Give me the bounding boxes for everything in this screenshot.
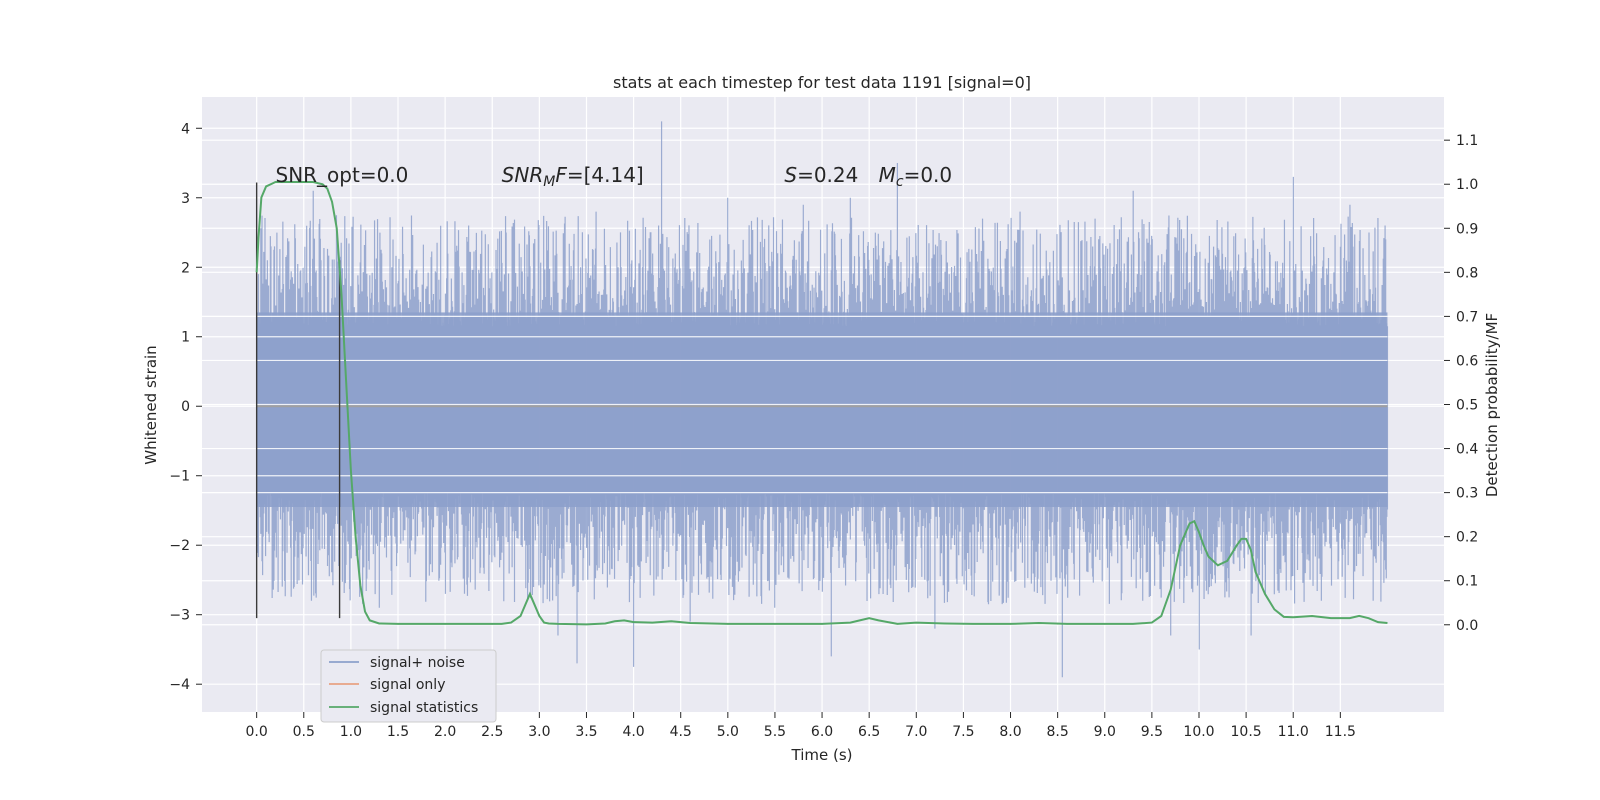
axis-ticks: 0.0 0.5 1.0 1.5 2.0 2.5 3.0 3.5 4.0 4.5 5.0 5.5 6.0 6…: [169, 121, 1478, 740]
x-tick-label: 4.0: [622, 724, 644, 740]
chart-title: stats at each timestep for test data 119…: [613, 73, 1031, 92]
y-tick-label: 2: [181, 260, 190, 276]
x-tick-label: 0.0: [246, 724, 268, 740]
legend: signal+ noise signal only signal statist…: [320, 649, 497, 723]
signal-statistics-line: [255, 181, 1388, 626]
x-tick-label: 11.0: [1278, 724, 1309, 740]
y2-tick-label: 0.8: [1456, 265, 1478, 281]
x-tick-label: 7.5: [952, 724, 974, 740]
y-tick-label: 0: [181, 399, 190, 415]
legend-label-signal-only: signal only: [370, 677, 445, 693]
legend-box: [320, 649, 497, 723]
x-tick-label: 10.5: [1231, 724, 1262, 740]
x-tick-label: 2.0: [434, 724, 456, 740]
annotation-snr-mf: SNRMF=[4.14]: [502, 163, 644, 190]
x-tick-label: 5.0: [717, 724, 739, 740]
annotation-s: S=0.24: [784, 163, 858, 187]
x-tick-label: 9.5: [1141, 724, 1163, 740]
line-series: [255, 181, 1388, 626]
y2-tick-label: 0.6: [1456, 353, 1478, 369]
y-axis-label: Whitened strain: [142, 345, 160, 464]
legend-label-signal-noise: signal+ noise: [370, 655, 465, 671]
y2-tick-label: 0.3: [1456, 486, 1478, 502]
x-tick-label: 1.0: [340, 724, 362, 740]
annotation-mc: Mc=0.0: [879, 163, 953, 190]
y-tick-label: 3: [181, 191, 190, 207]
x-tick-label: 6.0: [811, 724, 833, 740]
y-tick-label: −4: [169, 677, 190, 693]
y-tick-label: 1: [181, 330, 190, 346]
y2-axis-label: Detection probability/MF: [1483, 313, 1501, 497]
x-tick-label: 4.5: [670, 724, 692, 740]
annotation-snr-opt: SNR_opt=0.0: [276, 163, 409, 187]
y2-tick-label: 1.1: [1456, 133, 1478, 149]
y-tick-label: −2: [169, 538, 190, 554]
x-tick-label: 8.5: [1047, 724, 1069, 740]
y2-tick-label: 0.2: [1456, 530, 1478, 546]
y-tick-label: −3: [169, 608, 190, 624]
y2-tick-label: 0.9: [1456, 221, 1478, 237]
y2-tick-label: 0.5: [1456, 398, 1478, 414]
x-tick-label: 11.5: [1325, 724, 1356, 740]
x-tick-label: 6.5: [858, 724, 880, 740]
y2-tick-label: 0.4: [1456, 442, 1478, 458]
x-tick-label: 3.5: [575, 724, 597, 740]
x-tick-label: 8.0: [999, 724, 1021, 740]
y2-tick-label: 1.0: [1456, 177, 1478, 193]
x-tick-label: 1.5: [387, 724, 409, 740]
x-tick-label: 3.0: [528, 724, 550, 740]
y2-tick-label: 0.0: [1456, 618, 1478, 634]
y-tick-label: 4: [181, 121, 190, 137]
x-tick-label: 10.0: [1183, 724, 1214, 740]
y2-tick-label: 0.1: [1456, 574, 1478, 590]
y2-tick-label: 0.7: [1456, 309, 1478, 325]
x-tick-label: 0.5: [293, 724, 315, 740]
x-tick-label: 7.0: [905, 724, 927, 740]
x-tick-label: 2.5: [481, 724, 503, 740]
signal-noise-core: [256, 312, 1388, 507]
y-tick-label: −1: [169, 469, 190, 485]
x-tick-label: 9.0: [1094, 724, 1116, 740]
annotations: SNR_opt=0.0 SNRMF=[4.14] S=0.24 Mc=0.0: [276, 163, 953, 190]
x-tick-label: 5.5: [764, 724, 786, 740]
x-axis-label: Time (s): [791, 746, 853, 764]
legend-label-signal-statistics: signal statistics: [370, 700, 478, 716]
